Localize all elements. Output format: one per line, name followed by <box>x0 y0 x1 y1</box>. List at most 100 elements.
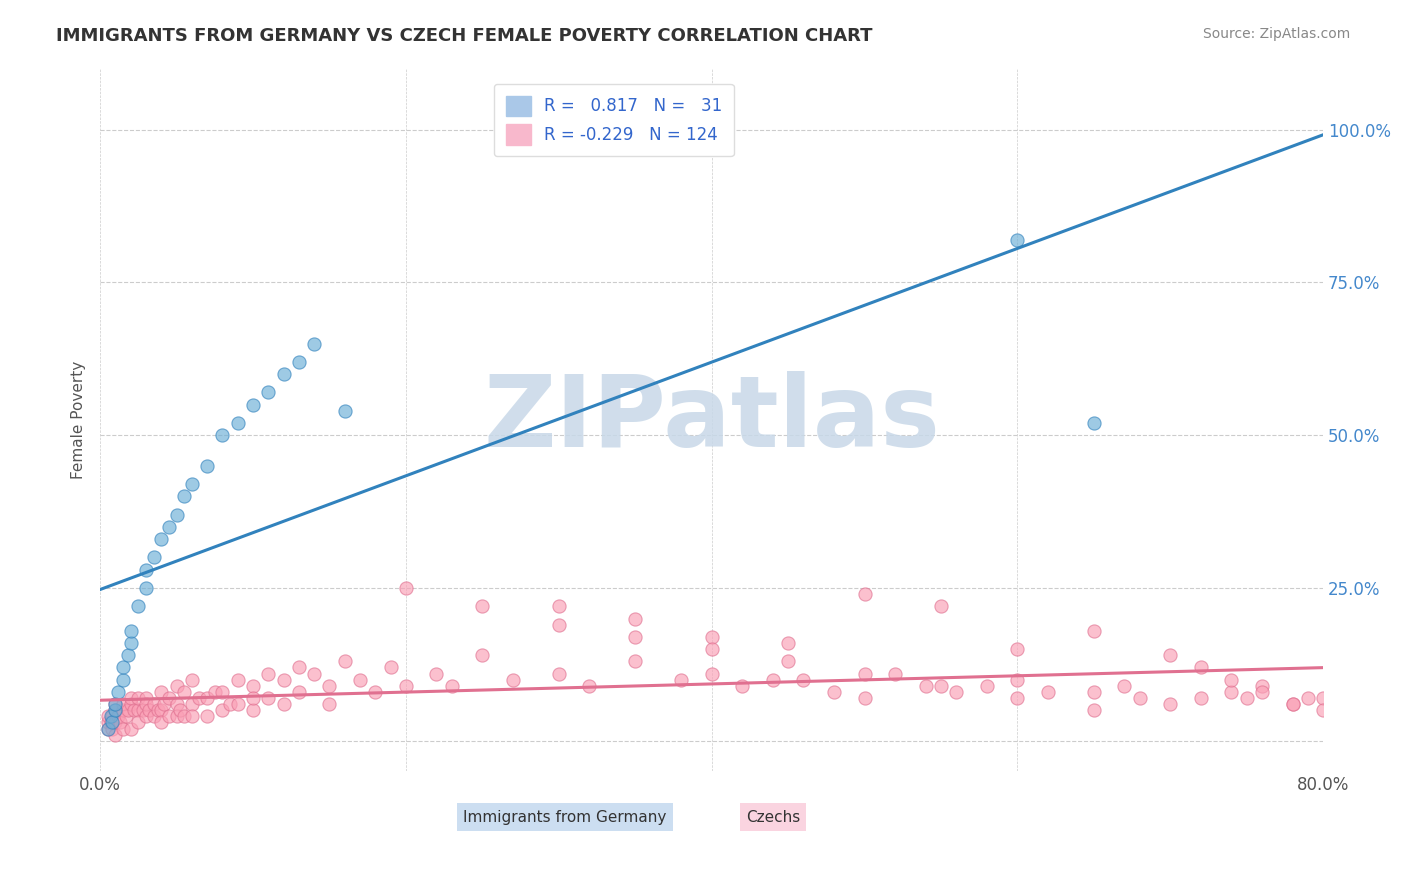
Point <box>778 636 800 650</box>
Text: Source: ZipAtlas.com: Source: ZipAtlas.com <box>1202 27 1350 41</box>
Point <box>242 703 264 717</box>
Point <box>395 679 418 693</box>
Point <box>180 697 202 711</box>
Text: Immigrants from Germany: Immigrants from Germany <box>463 810 666 824</box>
Point <box>101 722 124 736</box>
Point <box>1189 691 1212 706</box>
Point <box>112 673 135 687</box>
Point <box>117 703 139 717</box>
Point <box>150 715 173 730</box>
Point <box>1312 703 1334 717</box>
Point <box>380 660 402 674</box>
Point <box>471 648 494 663</box>
Point <box>120 636 142 650</box>
Point <box>318 697 340 711</box>
Point <box>349 673 371 687</box>
Text: IMMIGRANTS FROM GERMANY VS CZECH FEMALE POVERTY CORRELATION CHART: IMMIGRANTS FROM GERMANY VS CZECH FEMALE … <box>56 27 873 45</box>
Point <box>547 599 569 614</box>
Point <box>762 673 785 687</box>
Point <box>166 697 188 711</box>
Point <box>226 416 249 430</box>
Point <box>1007 642 1029 657</box>
Point <box>257 691 280 706</box>
Point <box>104 715 127 730</box>
Point <box>107 685 129 699</box>
Point <box>1007 673 1029 687</box>
Point <box>1036 685 1059 699</box>
Point <box>1007 233 1029 247</box>
Point <box>100 709 122 723</box>
Point <box>188 691 211 706</box>
Point <box>547 617 569 632</box>
Point <box>204 685 226 699</box>
Point <box>180 673 202 687</box>
Point <box>302 666 325 681</box>
Point <box>333 654 356 668</box>
Point <box>135 581 157 595</box>
Point <box>107 709 129 723</box>
Point <box>100 715 122 730</box>
Text: Czechs: Czechs <box>745 810 800 824</box>
Point <box>142 709 165 723</box>
Point <box>195 709 218 723</box>
Point <box>578 679 600 693</box>
Point <box>226 673 249 687</box>
Point <box>101 709 124 723</box>
Point <box>166 679 188 693</box>
Point <box>288 685 311 699</box>
Point <box>624 611 647 625</box>
Point <box>211 703 233 717</box>
Point <box>700 630 723 644</box>
Point <box>624 654 647 668</box>
Point <box>166 508 188 522</box>
Point <box>150 532 173 546</box>
Point <box>135 709 157 723</box>
Y-axis label: Female Poverty: Female Poverty <box>72 360 86 479</box>
Point <box>195 691 218 706</box>
Point <box>929 679 952 693</box>
Point <box>945 685 967 699</box>
Point <box>257 385 280 400</box>
Point <box>273 367 295 381</box>
Point <box>792 673 814 687</box>
Legend: R =   0.817   N =   31, R = -0.229   N = 124: R = 0.817 N = 31, R = -0.229 N = 124 <box>494 84 734 156</box>
Point <box>142 697 165 711</box>
Point <box>1312 691 1334 706</box>
Point <box>97 722 120 736</box>
Point <box>1251 679 1274 693</box>
Point <box>1281 697 1303 711</box>
Point <box>273 697 295 711</box>
Point <box>1220 673 1243 687</box>
Point <box>929 599 952 614</box>
Point <box>112 697 135 711</box>
Point <box>884 666 907 681</box>
Point <box>211 685 233 699</box>
Point <box>127 715 149 730</box>
Point <box>195 458 218 473</box>
Point <box>112 660 135 674</box>
Point <box>97 709 120 723</box>
Point <box>914 679 936 693</box>
Point <box>157 709 180 723</box>
Point <box>1129 691 1152 706</box>
Point <box>104 703 127 717</box>
Point <box>823 685 845 699</box>
Point <box>173 709 195 723</box>
Point <box>700 642 723 657</box>
Point <box>166 709 188 723</box>
Point <box>425 666 447 681</box>
Point <box>117 648 139 663</box>
Point <box>127 599 149 614</box>
Point <box>1236 691 1258 706</box>
Point <box>1220 685 1243 699</box>
Point <box>1083 624 1105 638</box>
Point <box>104 697 127 711</box>
Point <box>127 703 149 717</box>
Point <box>257 666 280 681</box>
Point <box>502 673 524 687</box>
Text: ZIPatlas: ZIPatlas <box>484 371 941 468</box>
Point <box>135 563 157 577</box>
Point <box>1114 679 1136 693</box>
Point <box>853 691 876 706</box>
Point <box>104 703 127 717</box>
